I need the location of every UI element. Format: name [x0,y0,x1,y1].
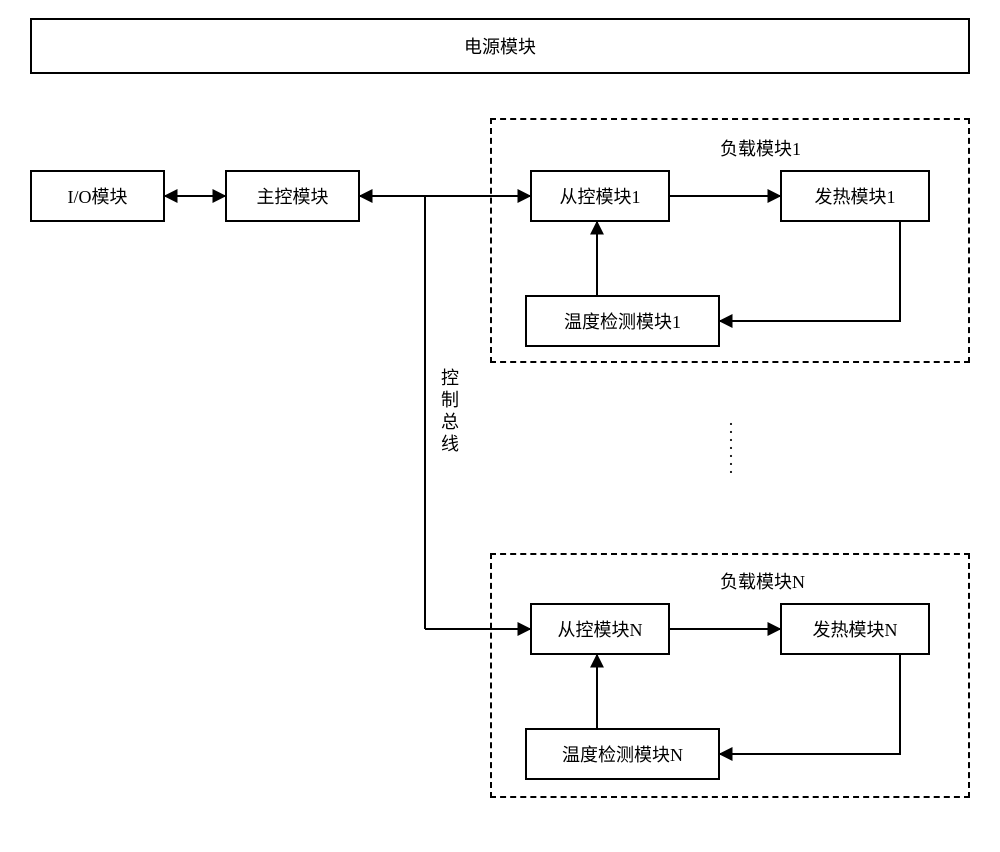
temp-module-n-label: 温度检测模块N [562,741,683,767]
temp-module-n-box: 温度检测模块N [525,728,720,780]
load-group-n-label-text: 负载模块N [720,572,805,592]
slave-module-n-label: 从控模块N [558,616,643,642]
load-group-n-label: 负载模块N [720,568,805,594]
temp-module-1-label: 温度检测模块1 [564,308,681,334]
io-module-box: I/O模块 [30,170,165,222]
power-module-label: 电源模块 [464,33,536,59]
heater-module-1-label: 发热模块1 [815,183,896,209]
load-group-1-label-text: 负载模块1 [720,139,801,159]
slave-module-1-box: 从控模块1 [530,170,670,222]
main-control-box: 主控模块 [225,170,360,222]
heater-module-n-box: 发热模块N [780,603,930,655]
heater-module-1-box: 发热模块1 [780,170,930,222]
slave-module-n-box: 从控模块N [530,603,670,655]
power-module-box: 电源模块 [30,18,970,74]
io-module-label: I/O模块 [68,183,128,209]
bus-label: 控制总线 [436,368,462,456]
slave-module-1-label: 从控模块1 [560,183,641,209]
bus-label-text: 控制总线 [439,368,459,456]
temp-module-1-box: 温度检测模块1 [525,295,720,347]
ellipsis-dots: ······· [728,420,734,476]
main-control-label: 主控模块 [257,183,329,209]
heater-module-n-label: 发热模块N [813,616,898,642]
load-group-1-label: 负载模块1 [720,135,801,161]
